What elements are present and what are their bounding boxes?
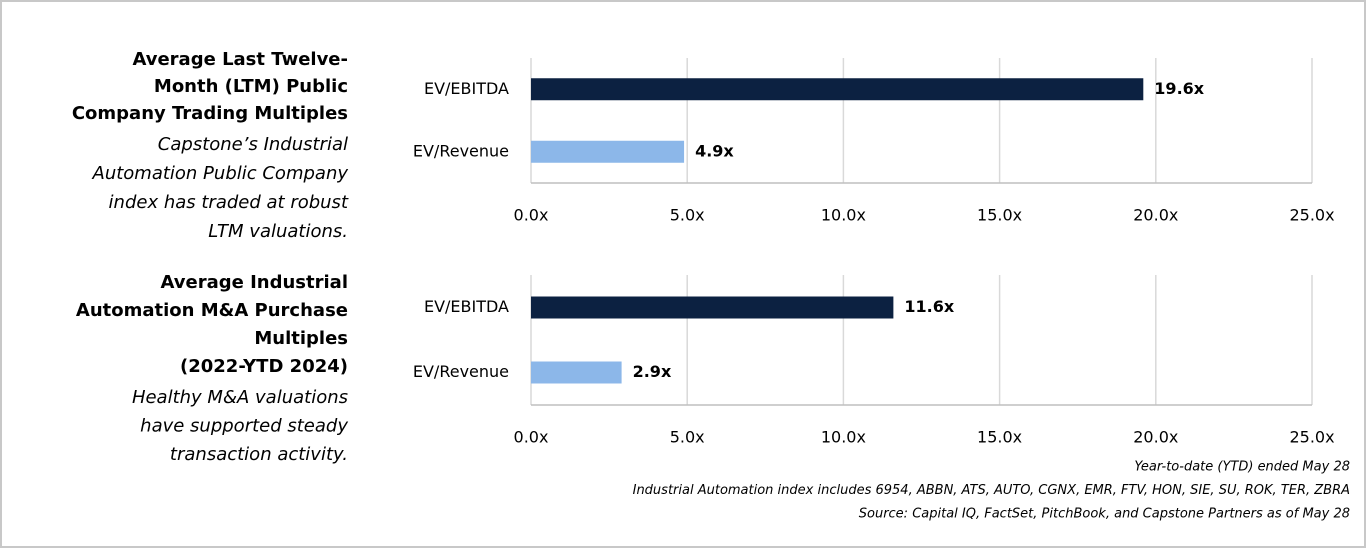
x-tick-label: 20.0x — [1133, 428, 1178, 447]
chart-title: (2022-YTD 2024) — [180, 356, 348, 377]
chart-title: Month (LTM) Public — [154, 76, 348, 97]
bar — [531, 361, 622, 384]
chart-subtitle: Automation Public Company — [92, 163, 349, 184]
category-label: EV/Revenue — [413, 141, 509, 160]
chart-subtitle: Healthy M&A valuations — [132, 387, 348, 408]
footnote: Source: Capital IQ, FactSet, PitchBook, … — [859, 507, 1350, 522]
category-label: EV/EBITDA — [424, 297, 509, 316]
chart-subtitle: Capstone’s Industrial — [158, 134, 348, 155]
chart-subtitle: transaction activity. — [170, 444, 348, 465]
chart-subtitle: LTM valuations. — [208, 221, 348, 242]
chart-title: Average Industrial — [160, 272, 348, 293]
x-tick-label: 15.0x — [977, 428, 1022, 447]
x-tick-label: 10.0x — [821, 428, 866, 447]
bar — [531, 140, 685, 163]
x-tick-label: 20.0x — [1133, 206, 1178, 225]
chart-title: Multiples — [254, 328, 348, 349]
x-tick-label: 5.0x — [670, 206, 705, 225]
value-label: 19.6x — [1154, 79, 1204, 98]
bar — [531, 296, 894, 319]
chart-subtitle: have supported steady — [140, 416, 348, 437]
x-tick-label: 15.0x — [977, 206, 1022, 225]
value-label: 2.9x — [633, 362, 672, 381]
category-label: EV/Revenue — [413, 362, 509, 381]
bar — [531, 78, 1144, 101]
x-tick-label: 0.0x — [514, 428, 549, 447]
value-label: 11.6x — [904, 297, 954, 316]
chart-subtitle: index has traded at robust — [109, 192, 349, 213]
footnote: Industrial Automation index includes 695… — [633, 483, 1350, 498]
value-label: 4.9x — [695, 141, 734, 160]
chart-title: Company Trading Multiples — [72, 103, 348, 124]
chart-title: Average Last Twelve- — [132, 49, 348, 70]
x-tick-label: 0.0x — [514, 206, 549, 225]
category-label: EV/EBITDA — [424, 79, 509, 98]
footnote: Year-to-date (YTD) ended May 28 — [1134, 460, 1350, 475]
x-tick-label: 25.0x — [1289, 428, 1334, 447]
x-tick-label: 5.0x — [670, 428, 705, 447]
x-tick-label: 25.0x — [1289, 206, 1334, 225]
x-tick-label: 10.0x — [821, 206, 866, 225]
chart-title: Automation M&A Purchase — [76, 300, 348, 321]
